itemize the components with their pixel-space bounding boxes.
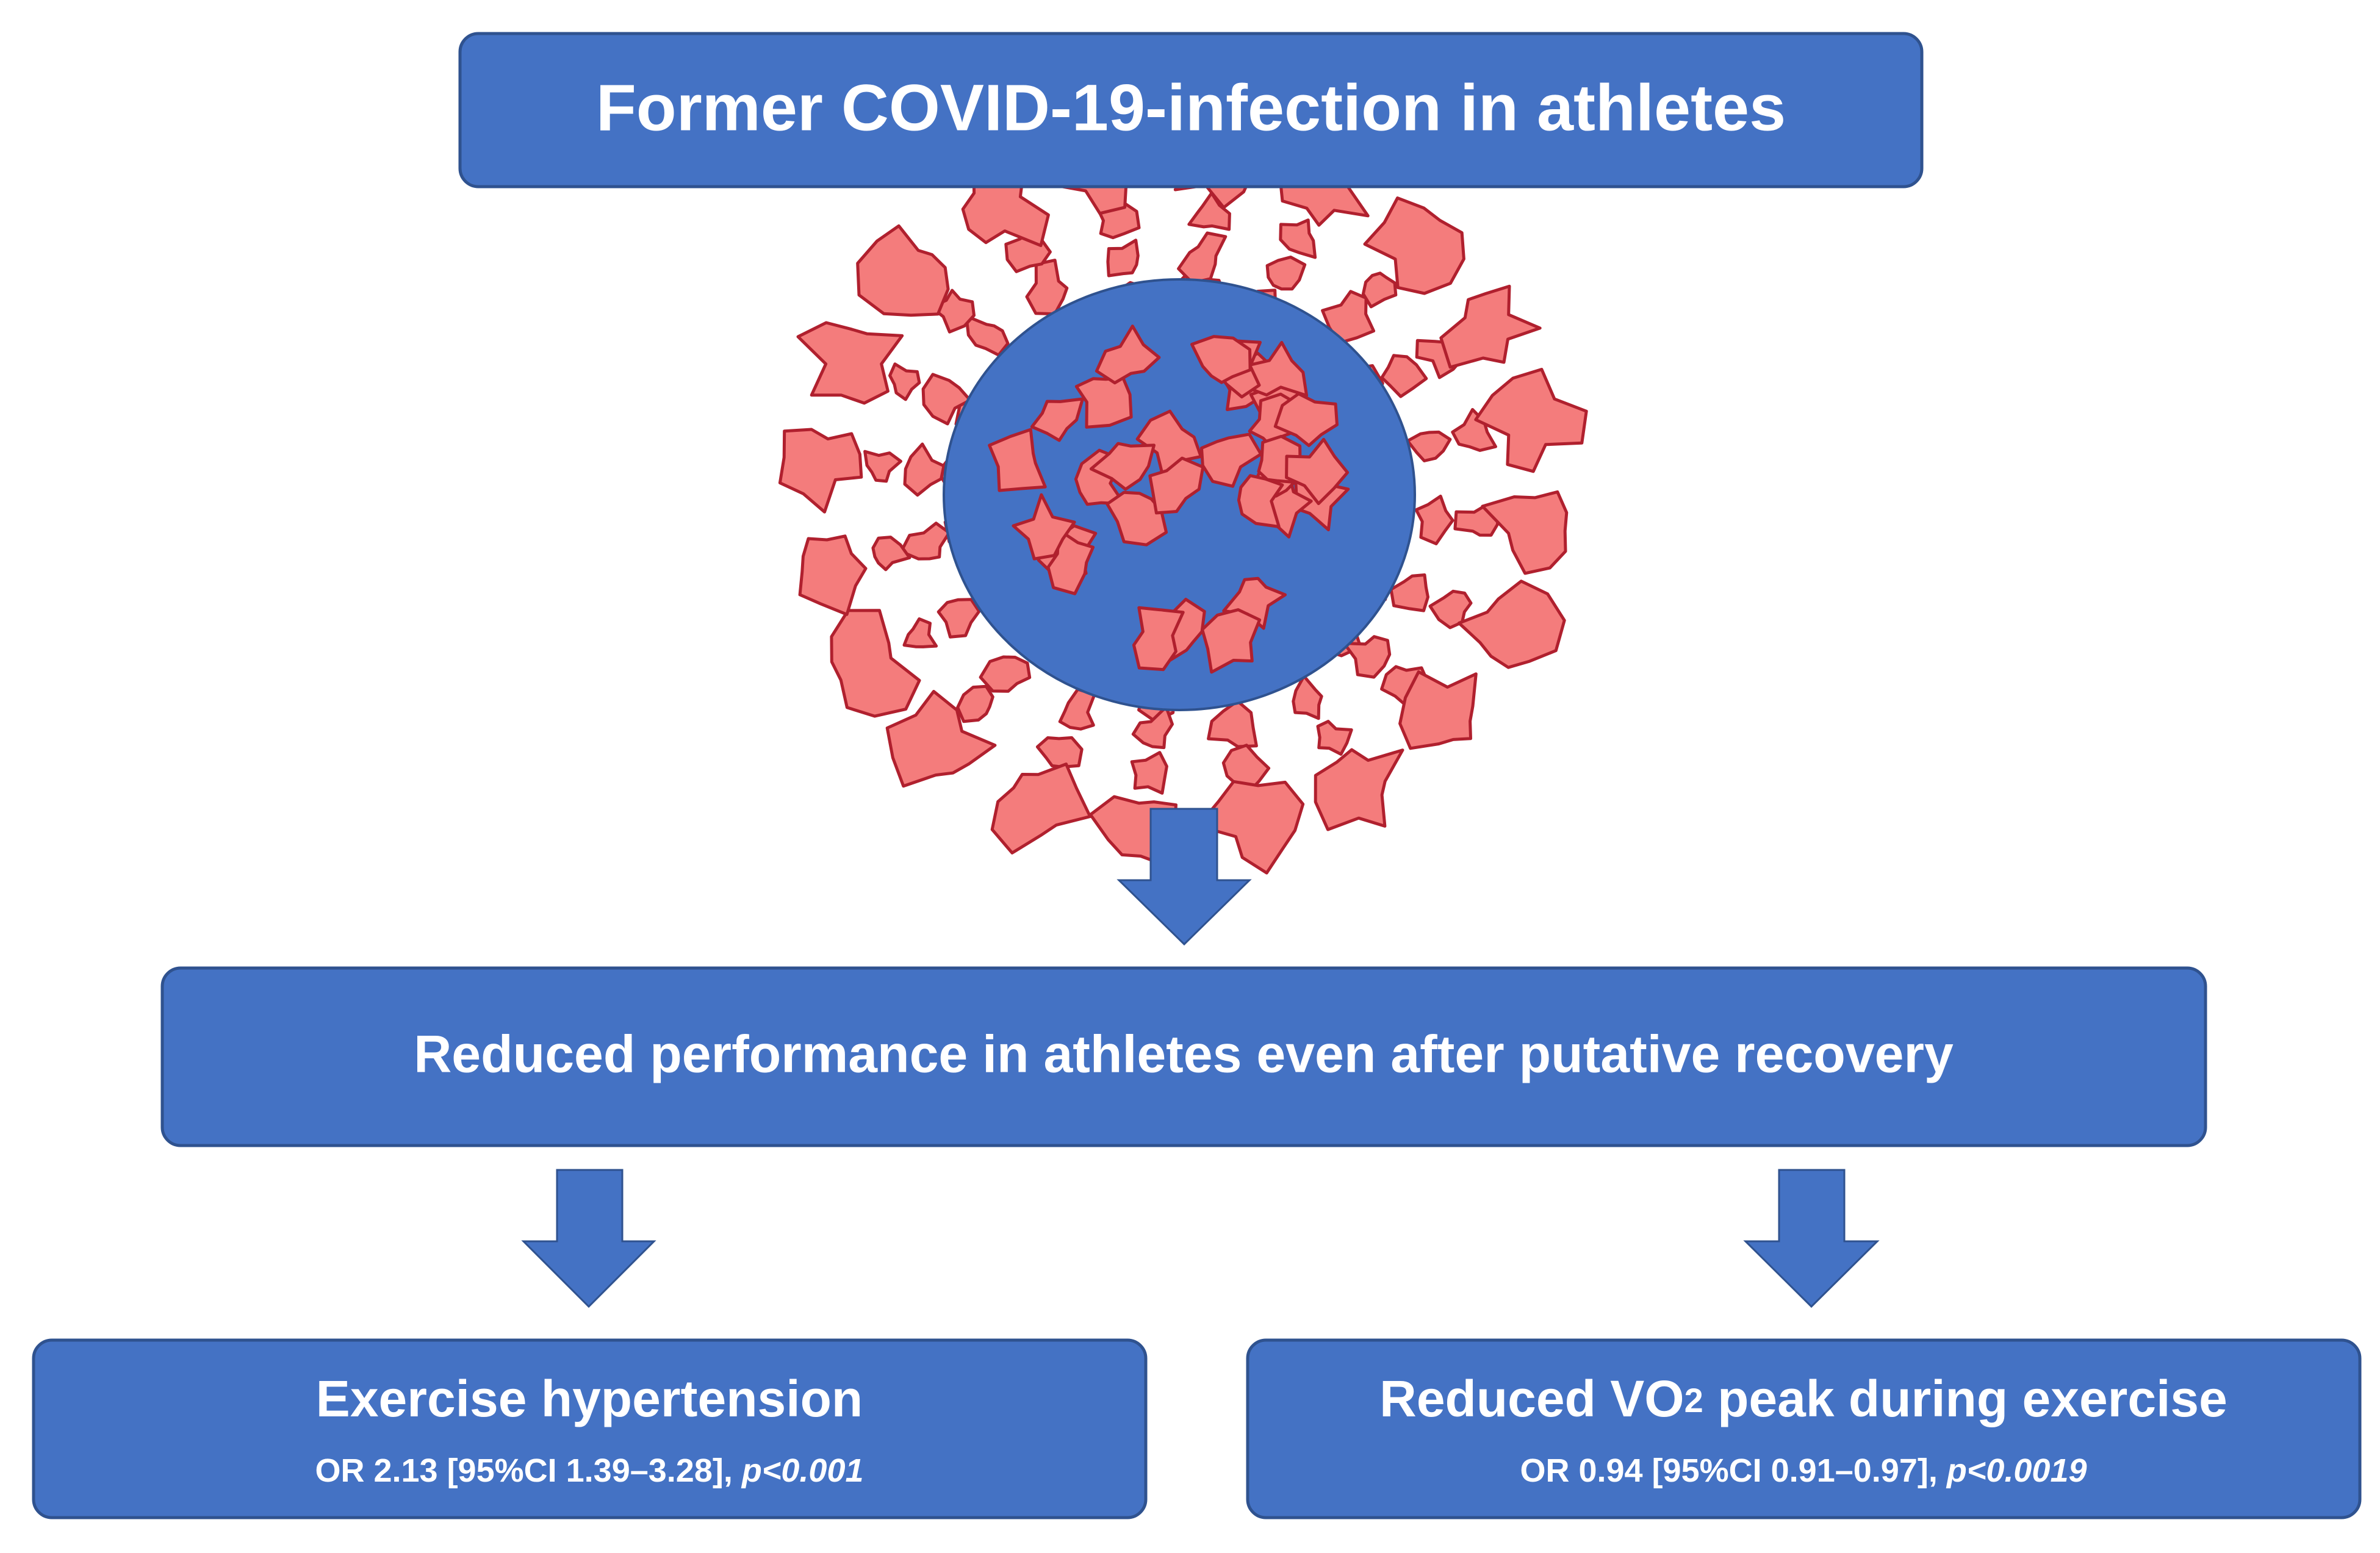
spike xyxy=(1243,340,1309,397)
spike xyxy=(798,534,868,616)
spike xyxy=(1089,442,1156,491)
spike xyxy=(1201,608,1262,674)
spike xyxy=(979,655,1032,693)
spike xyxy=(965,314,1010,357)
spike xyxy=(1190,335,1252,384)
spike xyxy=(937,598,981,639)
p-value: p<0.001 xyxy=(741,1452,864,1489)
finding-box xyxy=(160,966,2207,1147)
spike xyxy=(1132,606,1185,672)
arrow-down xyxy=(521,1169,656,1308)
spike xyxy=(1030,397,1084,442)
finding-text: Reduced performance in athletes even aft… xyxy=(414,1025,1954,1084)
spike xyxy=(1058,687,1096,731)
spike xyxy=(1196,780,1305,875)
spike xyxy=(1439,284,1542,369)
spike xyxy=(1025,259,1069,316)
virus-illustration xyxy=(778,107,1588,875)
spike xyxy=(956,684,994,723)
spike xyxy=(1106,239,1140,278)
spike xyxy=(1406,430,1452,462)
spike xyxy=(1279,218,1317,259)
spike xyxy=(1428,589,1473,629)
spike xyxy=(1363,196,1465,295)
spike xyxy=(796,321,904,405)
spike xyxy=(1316,720,1353,756)
spike xyxy=(902,617,938,648)
spike xyxy=(1314,748,1404,831)
spike xyxy=(1361,271,1398,309)
spike xyxy=(903,442,946,497)
spike xyxy=(778,428,863,514)
spike xyxy=(885,690,997,788)
spike xyxy=(1285,437,1350,506)
spike xyxy=(1414,494,1454,545)
spike xyxy=(988,428,1047,492)
spike xyxy=(888,362,921,401)
spike xyxy=(1177,231,1228,285)
spike xyxy=(1148,456,1205,515)
spike xyxy=(1481,490,1569,575)
spike xyxy=(921,373,972,426)
spike xyxy=(1200,432,1263,488)
stat: OR 2.13 [95%CI 1.39–3.28], xyxy=(315,1452,741,1489)
spike xyxy=(1398,670,1478,750)
arrow-down xyxy=(1116,808,1252,946)
outcome-box xyxy=(1246,1338,2362,1519)
p-value: p<0.0019 xyxy=(1946,1452,2087,1489)
outcome-box xyxy=(32,1338,1148,1519)
spike xyxy=(856,224,950,317)
spike xyxy=(830,609,921,718)
spike xyxy=(1095,325,1161,385)
outcome-title: Reduced VO2 peak during exercise xyxy=(1379,1370,2227,1427)
outcome-stat: OR 2.13 [95%CI 1.39–3.28], p<0.001 xyxy=(315,1452,863,1489)
spike xyxy=(1074,376,1133,429)
outcome-stat: OR 0.94 [95%CI 0.91–0.97], p<0.0019 xyxy=(1520,1452,2087,1489)
spike xyxy=(1292,675,1323,720)
spike xyxy=(1130,751,1168,795)
outcome-title-part: peak during exercise xyxy=(1703,1370,2227,1427)
spike xyxy=(1389,573,1429,612)
outcome-title: Exercise hypertension xyxy=(316,1370,863,1427)
spike xyxy=(1012,493,1076,561)
spike xyxy=(1187,192,1231,231)
spike xyxy=(1131,705,1174,750)
spike xyxy=(1342,635,1392,679)
outcome-title-part: Exercise hypertension xyxy=(316,1370,863,1427)
spike xyxy=(1207,699,1258,748)
spike xyxy=(1474,368,1588,473)
spike xyxy=(1237,474,1284,528)
outcome-title-part: Reduced VO xyxy=(1379,1370,1684,1427)
spike xyxy=(1265,256,1307,291)
arrow-down xyxy=(1743,1169,1880,1308)
spike xyxy=(1273,392,1339,447)
spike xyxy=(899,522,951,561)
spike xyxy=(871,536,911,572)
spike xyxy=(1035,736,1084,769)
spike xyxy=(1457,579,1566,669)
spike xyxy=(863,450,902,483)
subscript: 2 xyxy=(1684,1381,1703,1419)
spike xyxy=(1380,354,1428,398)
title: Former COVID-19-infection in athletes xyxy=(596,71,1786,145)
title-box xyxy=(458,32,1924,188)
stat: OR 0.94 [95%CI 0.91–0.97], xyxy=(1520,1452,1946,1489)
spike xyxy=(990,762,1092,855)
